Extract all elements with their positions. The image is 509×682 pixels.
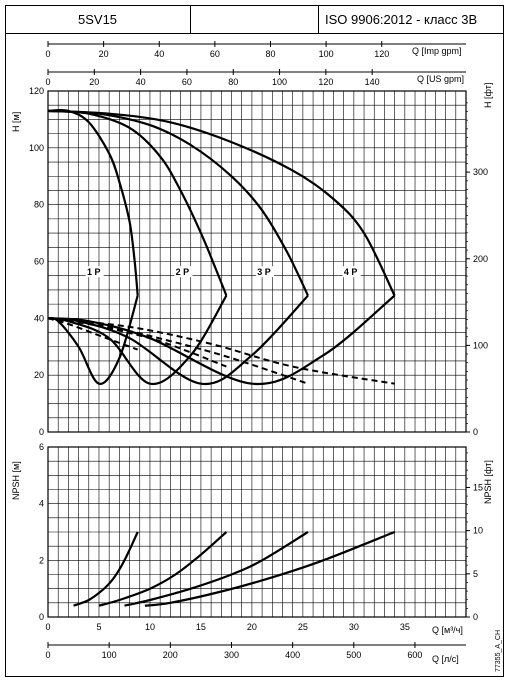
dashed-curve-3 <box>47 317 309 385</box>
series-label-bg <box>255 266 274 278</box>
standard-label: ISO 9906:2012 - класс 3B <box>325 12 477 27</box>
q-imp-tick-label: 20 <box>99 49 109 59</box>
q-imp-tick-label: 0 <box>45 49 50 59</box>
h-m-tick-label: 120 <box>29 86 44 96</box>
h-m-tick-label: 0 <box>39 427 44 437</box>
q-us-tick-label: 60 <box>182 77 192 87</box>
npsh-ft-tick-label: 10 <box>473 526 483 536</box>
npsh-m-label: NPSH [м] <box>11 461 21 500</box>
q-m3h-tick-label: 0 <box>45 622 50 632</box>
npsh-grid <box>47 446 467 618</box>
series-label-bg <box>342 266 361 278</box>
curves-group: 1 P 2 P 3 P 4 P <box>47 108 396 607</box>
q-ls-tick-label: 200 <box>163 650 178 660</box>
q-imp-tick-label: 100 <box>319 49 334 59</box>
series-label-4: 4 P <box>344 267 358 277</box>
npsh-curve-2 <box>98 531 228 607</box>
q-m3h-tick-label: 35 <box>400 622 410 632</box>
q-imp-tick-label: 80 <box>265 49 275 59</box>
q-m3h-tick-label: 10 <box>145 622 155 632</box>
outer-frame <box>5 5 504 677</box>
q-us-tick-label: 40 <box>136 77 146 87</box>
q-ls-label: Q [л/с] <box>432 654 459 664</box>
npsh-ft-tick-label: 0 <box>473 612 478 622</box>
series-label-2: 2 P <box>176 267 190 277</box>
series-label-bg <box>85 266 104 278</box>
q-ls-tick-label: 100 <box>102 650 117 660</box>
q-us-tick-label: 140 <box>365 77 380 87</box>
h-ft-label: H [фт] <box>483 83 493 108</box>
q-m3h-tick-label: 5 <box>96 622 101 632</box>
q-us-tick-label: 120 <box>318 77 333 87</box>
head-curve-4 <box>47 109 396 297</box>
q-us-label: Q [US gpm] <box>417 74 464 84</box>
range-curve-1 <box>47 295 139 385</box>
q-ls-tick-label: 0 <box>45 650 50 660</box>
h-m-tick-label: 20 <box>34 370 44 380</box>
npsh-m-tick-label: 6 <box>39 442 44 452</box>
q-us-tick-label: 0 <box>45 77 50 87</box>
head-curve-2 <box>47 109 228 297</box>
series-label-bg <box>174 266 193 278</box>
h-ft-tick-label: 300 <box>473 167 488 177</box>
q-m3h-tick-label: 25 <box>298 622 308 632</box>
h-m-label: H [м] <box>11 112 21 132</box>
dashed-curve-4 <box>47 317 395 385</box>
q-imp-label: Q [Imp gpm] <box>412 46 462 56</box>
npsh-m-tick-label: 2 <box>39 555 44 565</box>
q-m3h-label: Q [м³/ч] <box>432 625 463 635</box>
h-m-tick-label: 100 <box>29 143 44 153</box>
h-ft-tick-label: 0 <box>473 427 478 437</box>
q-ls-tick-label: 400 <box>285 650 300 660</box>
npsh-ft-tick-label: 15 <box>473 482 483 492</box>
h-m-tick-label: 80 <box>34 200 44 210</box>
h-m-tick-label: 60 <box>34 257 44 267</box>
doc-code: 77355_A_CH <box>495 630 502 672</box>
q-imp-tick-label: 60 <box>210 49 220 59</box>
head-grid <box>47 90 467 433</box>
q-m3h-tick-label: 30 <box>349 622 359 632</box>
q-ls-tick-label: 600 <box>407 650 422 660</box>
h-ft-tick-label: 200 <box>473 254 488 264</box>
q-us-tick-label: 20 <box>89 77 99 87</box>
q-m3h-tick-label: 20 <box>247 622 257 632</box>
npsh-m-tick-label: 0 <box>39 612 44 622</box>
q-us-tick-label: 80 <box>228 77 238 87</box>
npsh-curve-4 <box>144 530 396 607</box>
q-us-tick-label: 100 <box>272 77 287 87</box>
npsh-ft-label: NPSH [фт] <box>483 460 493 504</box>
npsh-m-tick-label: 4 <box>39 499 44 509</box>
model-label: 5SV15 <box>78 12 117 27</box>
series-label-3: 3 P <box>257 267 271 277</box>
series-label-1: 1 P <box>87 267 101 277</box>
q-imp-tick-label: 120 <box>374 49 389 59</box>
npsh-ft-tick-label: 5 <box>473 569 478 579</box>
npsh-curve-3 <box>124 531 309 607</box>
head-curve-3 <box>47 109 309 297</box>
h-m-tick-label: 40 <box>34 313 44 323</box>
q-imp-tick-label: 40 <box>154 49 164 59</box>
npsh-curve-1 <box>73 531 139 607</box>
q-m3h-tick-label: 15 <box>196 622 206 632</box>
q-ls-tick-label: 300 <box>224 650 239 660</box>
h-ft-tick-label: 100 <box>473 340 488 350</box>
q-ls-tick-label: 500 <box>346 650 361 660</box>
